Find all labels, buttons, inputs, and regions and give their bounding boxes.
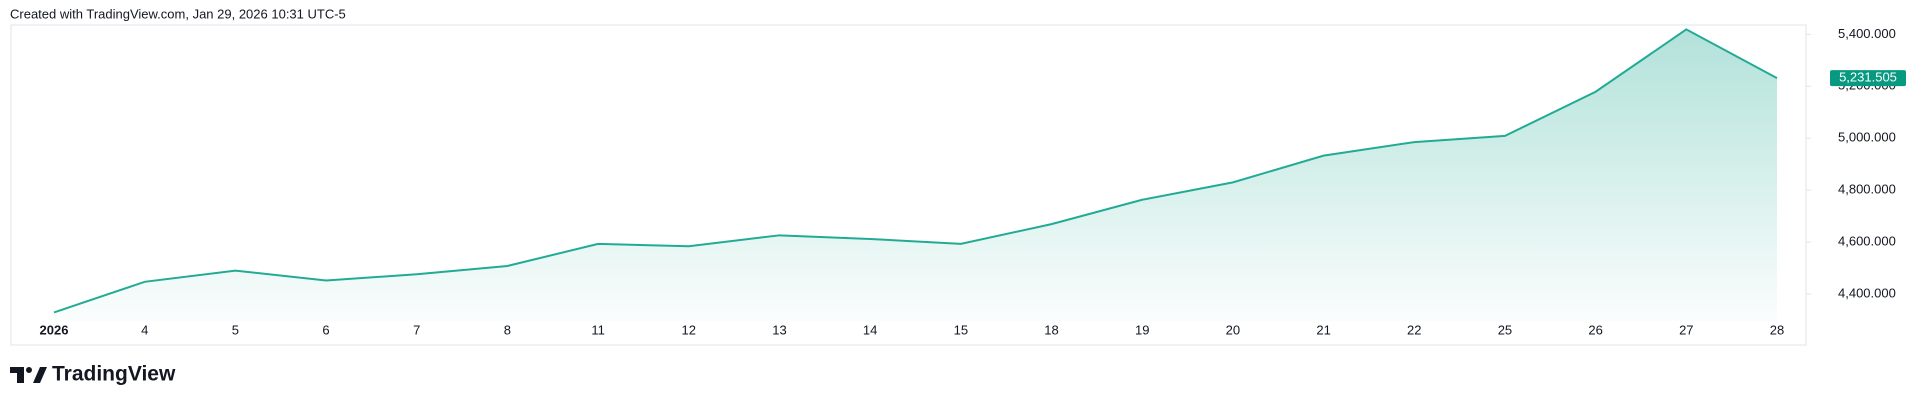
y-tick-label: 4,800.000 (1838, 182, 1896, 197)
brand: TradingView (52, 363, 176, 386)
x-tick-label: 20 (1226, 322, 1240, 337)
price-tag-label: 5,231.505 (1839, 70, 1897, 85)
x-tick-label: 21 (1316, 322, 1330, 337)
x-tick-label: 5 (232, 322, 239, 337)
x-tick-label: 8 (504, 322, 511, 337)
x-tick-label: 14 (863, 322, 877, 337)
logo (10, 367, 47, 383)
caption: Created with TradingView.com, Jan 29, 20… (10, 6, 346, 21)
y-tick-label: 4,600.000 (1838, 234, 1896, 249)
area-fill (54, 29, 1777, 322)
price-line (53, 28, 1778, 314)
plot-frame (10, 24, 1807, 346)
x-tick-label: 28 (1770, 322, 1784, 337)
y-tick-label: 5,400.000 (1838, 26, 1896, 41)
x-tick-label: 13 (772, 322, 786, 337)
x-tick-label: 22 (1407, 322, 1421, 337)
x-tick-label: 6 (322, 322, 329, 337)
x-tick-label: 4 (141, 322, 148, 337)
x-tick-label: 25 (1498, 322, 1512, 337)
x-tick-label: 18 (1044, 322, 1058, 337)
x-tick-label: 15 (954, 322, 968, 337)
x-tick-label: 19 (1135, 322, 1149, 337)
x-tick-label: 11 (591, 322, 605, 337)
x-tick-label: 7 (413, 322, 420, 337)
x-tick-label: 12 (682, 322, 696, 337)
x-tick-label: 27 (1679, 322, 1693, 337)
x-tick-label: 26 (1588, 322, 1602, 337)
y-tick-label: 5,000.000 (1838, 130, 1896, 145)
y-tick-label: 4,400.000 (1838, 285, 1896, 300)
x-tick-label: 2026 (40, 322, 69, 337)
price-tag (1830, 70, 1906, 87)
